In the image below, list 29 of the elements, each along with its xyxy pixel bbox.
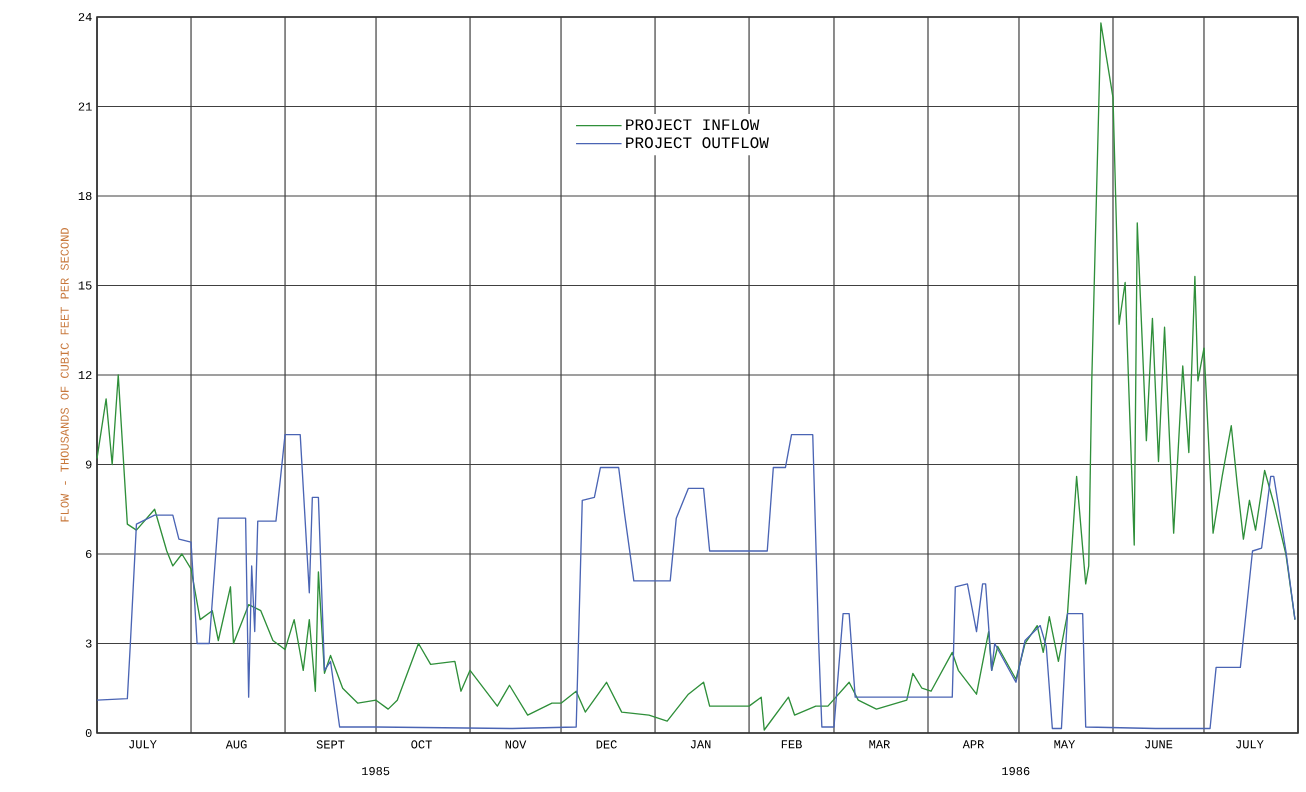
x-tick-label: MAR	[869, 740, 890, 749]
y-tick-label: 3	[85, 639, 92, 648]
y-tick-label: 21	[78, 102, 92, 111]
y-axis-title: FLOW - THOUSANDS OF CUBIC FEET PER SECOND	[60, 228, 69, 522]
text: 1986	[1002, 767, 1030, 776]
x-tick-label: DEC	[596, 740, 617, 749]
y-tick-label: 9	[85, 460, 92, 469]
y-tick-label: 0	[85, 728, 92, 738]
y-tick-label: 6	[85, 549, 92, 559]
y-tick-label: 12	[78, 370, 92, 379]
x-tick-label: SEPT	[316, 740, 345, 749]
x-tick-label: OCT	[411, 740, 432, 749]
x-tick-label: JAN	[690, 740, 711, 749]
x-tick-label: APR	[962, 740, 984, 749]
y-tick-label: 24	[78, 12, 92, 22]
line-series	[96, 22, 1296, 731]
x-tick-label: JULY	[129, 740, 157, 749]
x-tick-label: JULY	[1236, 740, 1264, 749]
line-series	[96, 433, 1296, 730]
legend-label: PROJECT INFLOW	[626, 119, 760, 131]
y-tick-label: 18	[78, 191, 92, 201]
x-tick-label: MAY	[1054, 740, 1076, 749]
x-tick-label: FEB	[781, 740, 802, 749]
legend-label: PROJECT OUTFLOW	[626, 137, 769, 149]
x-tick-label: NOV	[505, 740, 527, 749]
x-tick-label: JUNE	[1145, 740, 1173, 749]
x-tick-label: AUG	[225, 740, 247, 749]
text: 1985	[362, 767, 390, 776]
y-tick-label: 15	[78, 281, 92, 290]
